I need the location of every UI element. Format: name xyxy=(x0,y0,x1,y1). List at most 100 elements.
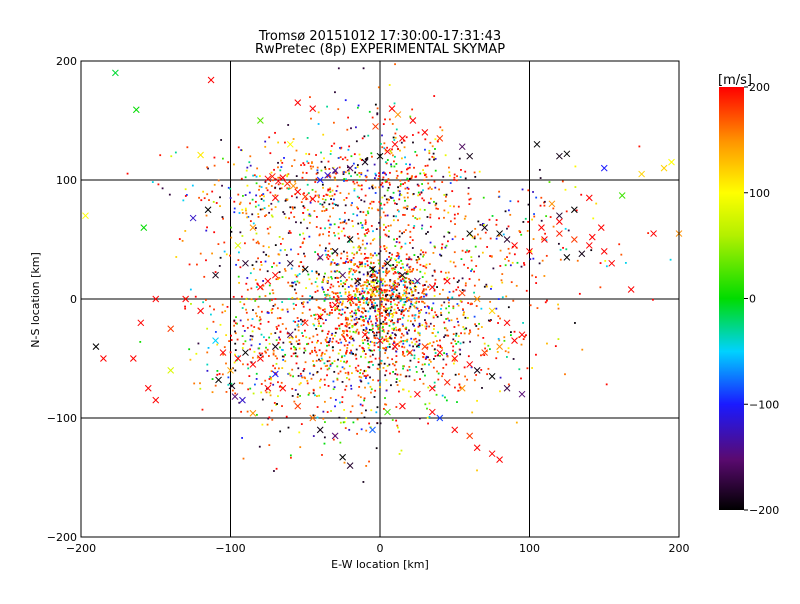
scatter-dot xyxy=(541,259,544,262)
scatter-dot xyxy=(381,284,384,287)
scatter-dot xyxy=(326,105,328,108)
scatter-dot xyxy=(262,355,264,358)
scatter-dot xyxy=(387,271,390,274)
scatter-dot xyxy=(298,273,301,275)
scatter-dot xyxy=(507,383,510,386)
scatter-dot xyxy=(349,330,351,333)
scatter-dot xyxy=(387,299,390,302)
scatter-dot xyxy=(295,362,298,365)
scatter-dot xyxy=(350,319,353,322)
scatter-dot xyxy=(325,193,328,196)
scatter-dot xyxy=(385,290,388,293)
scatter-dot xyxy=(370,256,373,259)
scatter-dot xyxy=(373,177,376,180)
scatter-dot xyxy=(365,317,367,320)
scatter-dot xyxy=(506,227,508,230)
scatter-dot xyxy=(405,258,408,260)
scatter-dot xyxy=(296,317,299,319)
scatter-dot xyxy=(385,311,387,314)
scatter-dot xyxy=(436,286,438,288)
scatter-dot xyxy=(241,212,244,214)
scatter-dot xyxy=(356,328,359,331)
scatter-dot xyxy=(326,194,329,197)
scatter-dot xyxy=(329,363,332,366)
scatter-dot xyxy=(413,349,416,352)
scatter-dot xyxy=(287,173,290,175)
scatter-dot xyxy=(315,154,317,156)
scatter-dot xyxy=(276,307,279,310)
scatter-dot xyxy=(470,366,473,369)
scatter-cross xyxy=(316,426,324,434)
scatter-dot xyxy=(285,254,288,256)
scatter-dot xyxy=(306,208,309,211)
scatter-dot xyxy=(329,302,332,304)
scatter-dot xyxy=(296,396,299,398)
scatter-dot xyxy=(475,374,478,376)
scatter-dot xyxy=(302,232,305,235)
scatter-dot xyxy=(343,311,346,314)
scatter-dot xyxy=(279,317,282,320)
scatter-dot xyxy=(257,215,260,218)
scatter-dot xyxy=(509,213,512,216)
scatter-dot xyxy=(239,301,242,303)
scatter-dot xyxy=(345,178,347,181)
scatter-dot xyxy=(326,344,328,347)
scatter-dot xyxy=(412,345,414,348)
scatter-dot xyxy=(417,325,420,328)
scatter-dot xyxy=(333,262,336,264)
scatter-dot xyxy=(363,320,365,323)
scatter-dot xyxy=(509,200,512,203)
scatter-dot xyxy=(262,245,265,248)
scatter-dot xyxy=(299,382,302,384)
scatter-dot xyxy=(453,326,456,328)
scatter-dot xyxy=(454,265,457,268)
scatter-dot xyxy=(305,152,308,155)
scatter-dot xyxy=(409,268,411,271)
scatter-cross xyxy=(570,206,578,214)
scatter-dot xyxy=(480,354,482,357)
scatter-dot xyxy=(567,229,570,232)
scatter-dot xyxy=(278,385,281,388)
scatter-dot xyxy=(408,256,411,259)
scatter-dot xyxy=(389,303,392,306)
scatter-dot xyxy=(352,330,355,333)
scatter-cross xyxy=(414,277,421,285)
scatter-dot xyxy=(369,426,372,429)
scatter-dot xyxy=(456,281,459,283)
scatter-dot xyxy=(400,172,403,174)
scatter-dot xyxy=(419,172,422,175)
scatter-dot xyxy=(307,273,310,276)
scatter-dot xyxy=(402,334,405,337)
scatter-dot xyxy=(297,325,300,328)
scatter-dot xyxy=(419,193,421,196)
scatter-dot xyxy=(408,368,411,371)
scatter-dot xyxy=(395,203,398,205)
scatter-dot xyxy=(339,421,342,424)
scatter-dot xyxy=(362,284,364,287)
scatter-dot xyxy=(396,251,399,254)
scatter-dot xyxy=(403,355,406,357)
scatter-cross xyxy=(346,462,354,469)
scatter-dot xyxy=(394,303,396,306)
scatter-dot xyxy=(351,325,354,328)
scatter-dot xyxy=(326,368,329,371)
scatter-dot xyxy=(409,265,412,268)
scatter-dot xyxy=(404,156,406,159)
scatter-dot xyxy=(311,297,313,300)
scatter-dot xyxy=(414,314,417,316)
scatter-dot xyxy=(427,307,430,310)
scatter-dot xyxy=(323,308,326,311)
scatter-dot xyxy=(417,316,420,319)
scatter-dot xyxy=(443,209,446,212)
scatter-dot xyxy=(343,199,346,201)
scatter-dot xyxy=(455,332,458,335)
scatter-dot xyxy=(295,304,297,306)
scatter-dot xyxy=(344,156,347,159)
scatter-dot xyxy=(398,275,401,278)
scatter-cross xyxy=(301,265,309,273)
scatter-dot xyxy=(354,295,357,297)
scatter-dot xyxy=(233,200,236,203)
scatter-dot xyxy=(226,305,229,308)
scatter-dot xyxy=(330,261,333,264)
scatter-dot xyxy=(260,186,263,188)
